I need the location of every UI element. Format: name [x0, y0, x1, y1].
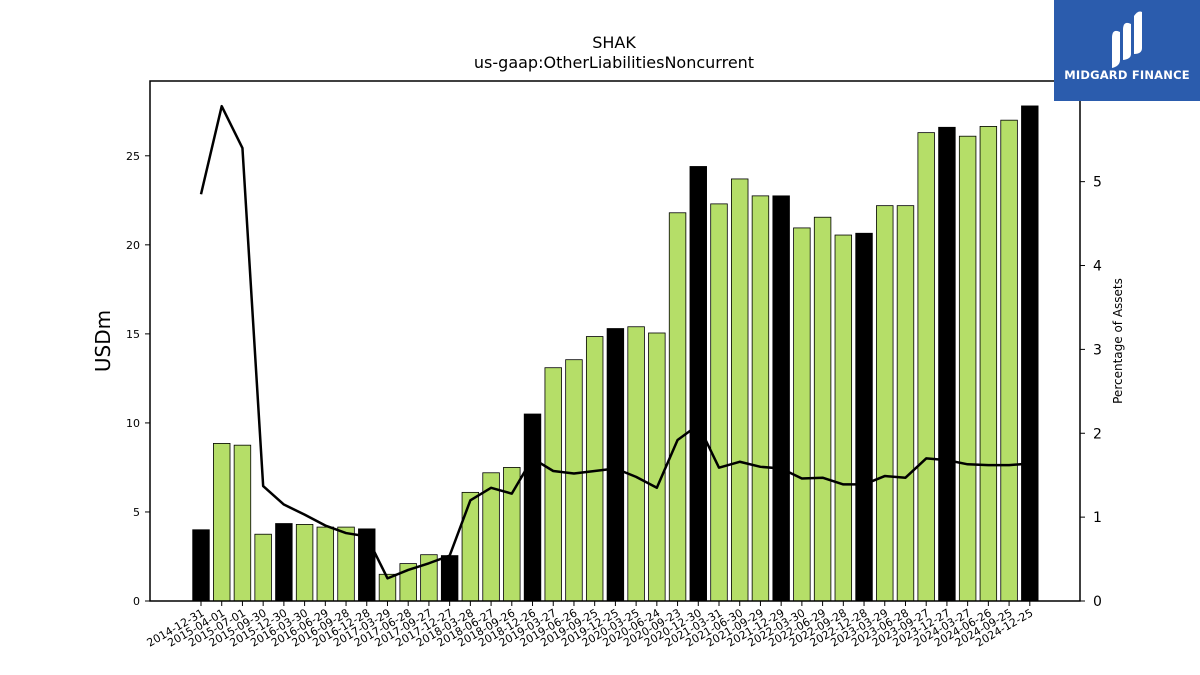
y2-tick-label: 2	[1093, 426, 1102, 442]
y-tick-label: 0	[133, 595, 140, 608]
bar	[295, 524, 314, 602]
bar	[855, 232, 873, 602]
bar	[316, 526, 335, 602]
bar	[834, 234, 853, 602]
chart-subtitle: us-gaap:OtherLiabilitiesNoncurrent	[474, 53, 754, 72]
y-axis-label: USDm	[91, 310, 115, 372]
bar	[503, 467, 521, 602]
bar	[1021, 105, 1039, 602]
bar	[275, 523, 293, 602]
bar	[751, 195, 770, 602]
y2-tick-label: 0	[1093, 594, 1102, 610]
bar	[668, 212, 687, 602]
bar	[337, 526, 355, 602]
bar	[585, 336, 604, 602]
bar	[192, 529, 210, 602]
y-tick-label: 15	[126, 328, 140, 341]
brand-logo: MIDGARD FINANCE	[1054, 0, 1200, 101]
bar	[648, 332, 666, 602]
bar	[544, 367, 562, 602]
bar	[710, 203, 728, 602]
bar	[896, 205, 915, 602]
y2-tick-label: 4	[1093, 259, 1102, 275]
y2-tick-label: 3	[1093, 342, 1102, 358]
y-tick-label: 25	[126, 150, 140, 163]
y2-axis-label: Percentage of Assets	[1111, 278, 1125, 404]
bar	[461, 491, 480, 602]
y2-tick-label: 1	[1093, 510, 1102, 526]
x-axis: 2014-12-312015-04-012015-07-012015-09-30…	[145, 601, 1035, 650]
bar	[627, 326, 645, 602]
bar	[358, 528, 376, 602]
y-tick-label: 5	[133, 506, 140, 519]
y-tick-label: 20	[126, 239, 140, 252]
bar	[979, 126, 998, 602]
bar	[233, 444, 252, 602]
y2-tick-label: 5	[1093, 175, 1102, 191]
bar	[254, 533, 272, 602]
line-layer	[199, 104, 1030, 580]
y-tick-label: 10	[126, 417, 140, 430]
bar	[793, 227, 811, 602]
chart-title: SHAK	[592, 33, 636, 52]
bar	[523, 413, 542, 602]
bar	[1000, 119, 1018, 602]
bars-layer	[192, 105, 1039, 602]
bar	[213, 442, 231, 602]
bar	[772, 195, 790, 602]
bar	[813, 216, 832, 602]
bar	[440, 555, 459, 602]
right-axis: 0 1 2 3 4 5	[1080, 175, 1102, 610]
bar	[917, 132, 935, 602]
left-axis: 0 5 10 15 20 25	[126, 150, 150, 608]
bar	[938, 126, 956, 602]
bar	[689, 166, 707, 602]
bar	[606, 328, 625, 602]
bar	[876, 205, 894, 602]
midgard-logo-icon	[1112, 11, 1142, 68]
bar	[958, 135, 977, 602]
bar	[731, 178, 749, 602]
brand-name: MIDGARD FINANCE	[1064, 68, 1190, 82]
bar	[565, 359, 583, 602]
